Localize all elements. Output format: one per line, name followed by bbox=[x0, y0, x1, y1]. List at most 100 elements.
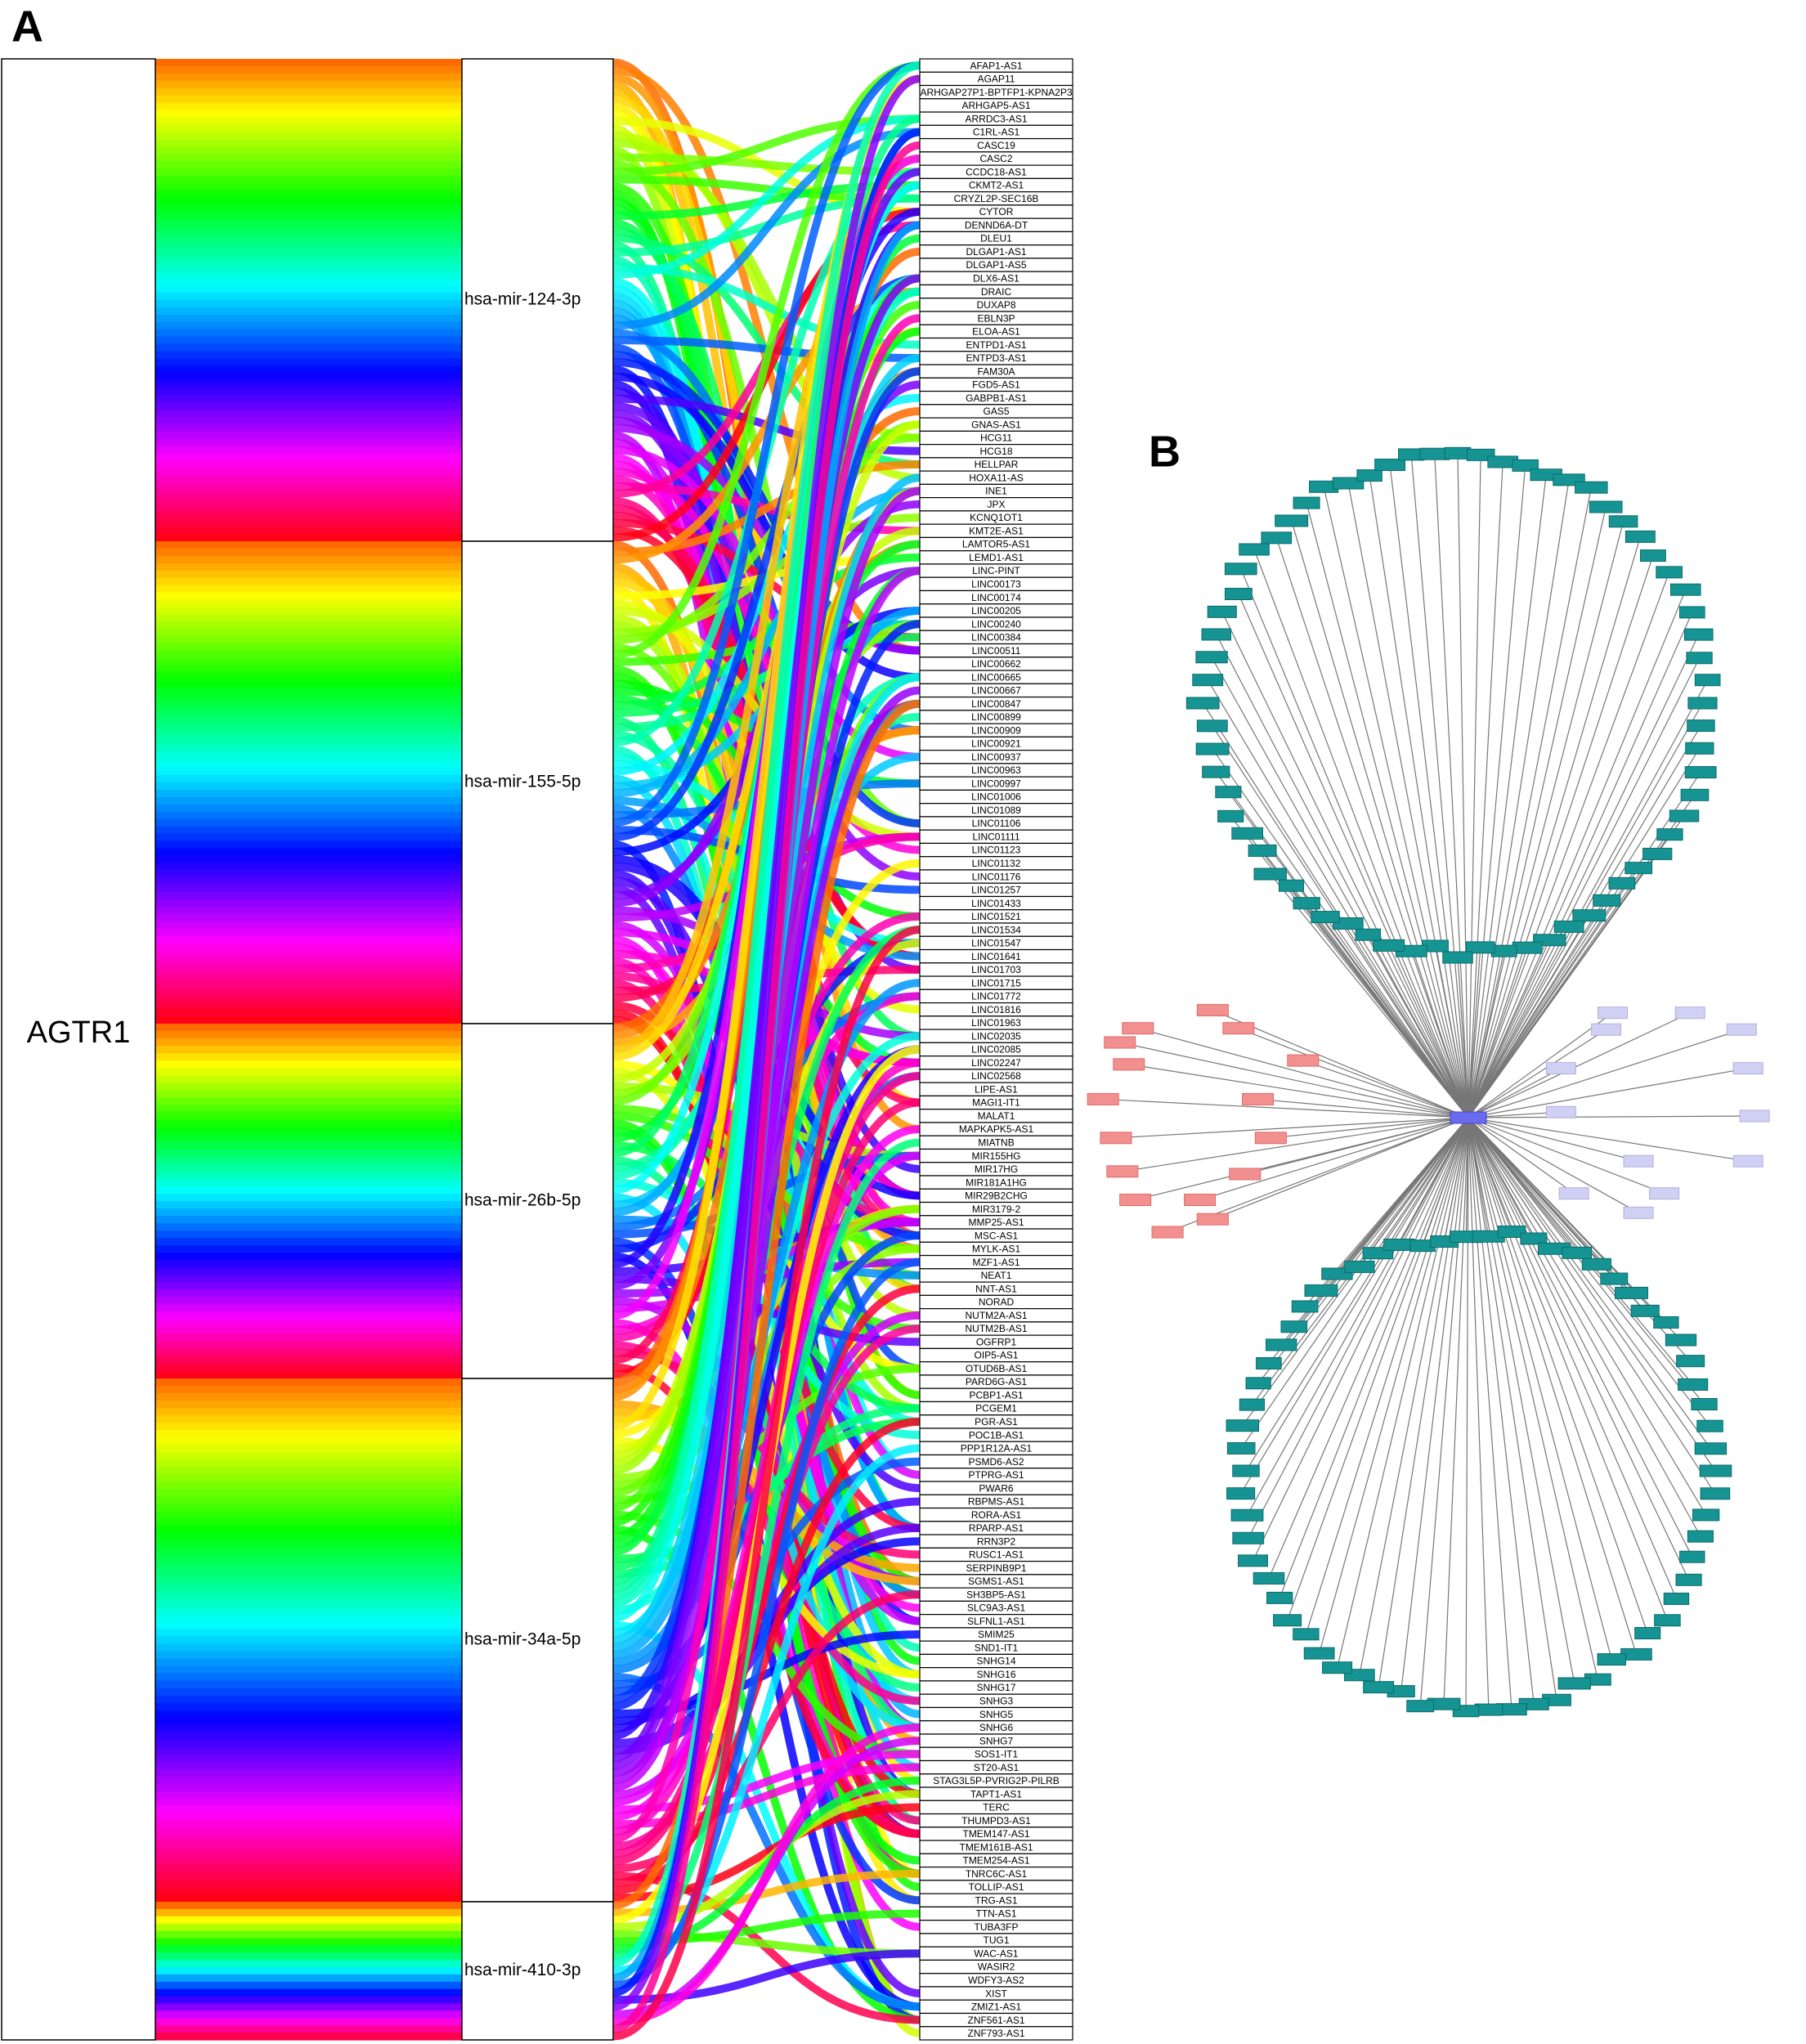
lncrna-label: ZNF793-AS1 bbox=[967, 2028, 1024, 2039]
lncrna-label: GNAS-AS1 bbox=[971, 419, 1021, 430]
lncrna-label: LINC01772 bbox=[971, 991, 1021, 1002]
color-stripe bbox=[155, 1474, 462, 1482]
lncrna-label: MIR17HG bbox=[975, 1163, 1018, 1175]
node bbox=[1406, 1700, 1435, 1713]
color-stripe bbox=[155, 1820, 462, 1829]
color-stripe bbox=[155, 1894, 462, 1903]
lncrna-label: DLGAP1-AS5 bbox=[966, 259, 1026, 271]
flow bbox=[612, 468, 921, 854]
lncrna-label: SLC9A3-AS1 bbox=[967, 1602, 1026, 1614]
color-stripe bbox=[155, 176, 462, 184]
lncrna-label: MALAT1 bbox=[978, 1110, 1015, 1122]
flow bbox=[612, 567, 921, 1792]
edge bbox=[1122, 1117, 1469, 1172]
lncrna-label: LINC00662 bbox=[971, 658, 1021, 670]
lncrna-label: LINC02035 bbox=[971, 1030, 1021, 1042]
edge bbox=[1468, 947, 1528, 1118]
node bbox=[1663, 1592, 1690, 1605]
lncrna-label: PCBP1-AS1 bbox=[969, 1389, 1023, 1401]
mirna-box bbox=[461, 58, 614, 542]
edge bbox=[1135, 1117, 1469, 1201]
color-stripe bbox=[155, 117, 462, 126]
color-stripe bbox=[155, 417, 462, 425]
lncrna-label: HOXA11-AS bbox=[969, 472, 1023, 483]
color-stripe bbox=[155, 1445, 462, 1453]
color-stripe bbox=[155, 212, 462, 221]
color-stripe bbox=[155, 1016, 462, 1024]
node bbox=[1322, 1661, 1353, 1674]
color-stripe bbox=[155, 1068, 462, 1076]
color-stripe bbox=[155, 1134, 462, 1143]
color-stripe bbox=[155, 863, 462, 871]
color-stripe bbox=[155, 1548, 462, 1556]
node bbox=[1653, 1316, 1679, 1329]
color-stripe bbox=[155, 1967, 462, 1975]
lncrna-label: LINC01715 bbox=[971, 977, 1021, 988]
color-stripe bbox=[155, 1614, 462, 1623]
color-stripe bbox=[155, 1842, 462, 1851]
color-stripe bbox=[155, 1732, 462, 1741]
color-stripe bbox=[155, 1423, 462, 1431]
color-stripe bbox=[155, 577, 462, 586]
lncrna-label: GAS5 bbox=[983, 406, 1009, 417]
node bbox=[1226, 1441, 1256, 1455]
color-stripe bbox=[155, 95, 462, 104]
lncrna-label: LINC01433 bbox=[971, 898, 1021, 909]
lncrna-label: THUMPD3-AS1 bbox=[961, 1815, 1031, 1827]
lncrna-label: INE1 bbox=[985, 486, 1007, 497]
lncrna-label: DRAIC bbox=[981, 286, 1012, 298]
color-stripe bbox=[155, 840, 462, 849]
node bbox=[1642, 847, 1673, 860]
node bbox=[1694, 1442, 1728, 1455]
color-stripe bbox=[155, 1739, 462, 1748]
node bbox=[1207, 605, 1237, 618]
color-stripe bbox=[155, 1119, 462, 1128]
color-stripe bbox=[155, 1090, 462, 1099]
edge bbox=[1434, 454, 1469, 1118]
mirna-box bbox=[461, 540, 614, 1024]
edge bbox=[1468, 1117, 1490, 1710]
color-stripe bbox=[155, 1489, 462, 1497]
color-stripe bbox=[155, 154, 462, 162]
color-stripe bbox=[155, 585, 462, 594]
color-stripe bbox=[155, 709, 462, 718]
color-stripe bbox=[155, 65, 462, 74]
color-stripe bbox=[155, 219, 462, 228]
lncrna-label: TMEM254-AS1 bbox=[962, 1855, 1029, 1867]
color-stripe bbox=[155, 410, 462, 418]
edge bbox=[1128, 1064, 1469, 1118]
color-stripe bbox=[155, 1223, 462, 1231]
node bbox=[1119, 1194, 1152, 1207]
color-stripe bbox=[155, 321, 462, 330]
color-stripe bbox=[155, 1304, 462, 1313]
lncrna-label: SOS1-IT1 bbox=[975, 1749, 1019, 1760]
node bbox=[1113, 1058, 1145, 1071]
lncrna-label: LINC01547 bbox=[971, 938, 1021, 949]
color-stripe bbox=[155, 1459, 462, 1468]
color-stripe bbox=[155, 380, 462, 388]
color-stripe bbox=[155, 285, 462, 294]
color-stripe bbox=[155, 1326, 462, 1335]
lncrna-label: LINC00511 bbox=[972, 645, 1021, 657]
color-stripe bbox=[155, 1658, 462, 1667]
color-stripe bbox=[155, 885, 462, 893]
lncrna-label: LINC01641 bbox=[971, 951, 1021, 962]
lncrna-label: LINC00384 bbox=[971, 632, 1021, 643]
color-stripe bbox=[155, 256, 462, 264]
lncrna-label: AFAP1-AS1 bbox=[970, 60, 1022, 71]
node bbox=[1656, 828, 1683, 841]
node bbox=[1254, 1132, 1287, 1145]
edge bbox=[1443, 1117, 1469, 1705]
color-stripe bbox=[155, 1415, 462, 1423]
lncrna-label: ST20-AS1 bbox=[974, 1762, 1020, 1773]
edge bbox=[1468, 657, 1701, 1118]
node bbox=[1694, 674, 1721, 687]
color-stripe bbox=[155, 607, 462, 615]
color-stripe bbox=[155, 789, 462, 798]
edge bbox=[1336, 1117, 1469, 1668]
color-stripe bbox=[155, 877, 462, 885]
edge bbox=[1253, 549, 1469, 1118]
node bbox=[1691, 1398, 1718, 1411]
color-stripe bbox=[155, 1886, 462, 1895]
color-stripe bbox=[155, 329, 462, 338]
